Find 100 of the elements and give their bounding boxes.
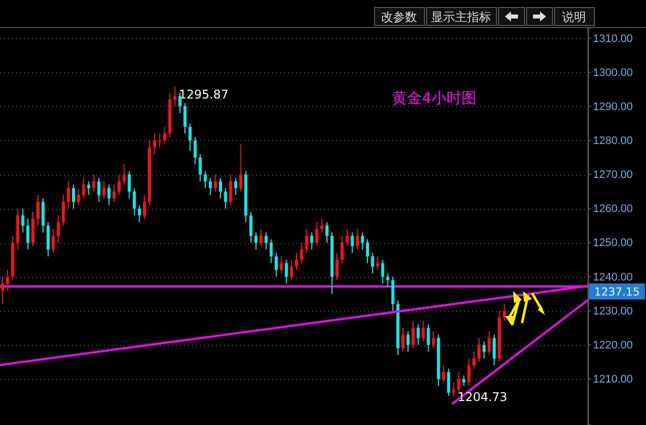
candlestick [457,372,460,394]
candlestick [270,238,273,264]
candlestick [21,208,24,233]
candlestick [412,320,415,349]
candlestick [142,194,146,220]
candlestick [260,228,263,247]
candlestick [305,228,308,254]
candlestick [426,324,430,352]
candlestick [376,256,380,270]
candlestick [467,358,470,386]
candlestick [31,212,34,247]
candlestick [138,204,141,223]
candlestick [26,218,30,250]
candlestick [66,180,70,210]
candlestick [132,188,136,216]
candlestick [249,212,252,244]
candlestick [97,177,100,202]
candlestick [128,170,131,199]
candlestick [6,269,10,291]
candlestick [36,194,40,226]
candlestick [56,214,60,244]
candlestick [336,252,339,281]
candlestick [52,228,55,254]
y-tick-label: 1220.00 [593,339,633,352]
y-tick-label: 1250.00 [593,237,633,250]
candlestick [315,222,318,247]
text: 黄金4小时图 [392,89,477,107]
ref-line-label: 1237.15 [594,285,640,298]
candlestick [502,304,506,322]
text: 改参数 [381,10,417,24]
candlestick [482,341,486,360]
candlestick [391,276,394,312]
y-tick-label: 1270.00 [593,169,633,182]
candlestick [239,143,242,192]
candlestick [122,164,126,186]
y-tick-label: 1310.00 [593,32,633,45]
candlestick [204,170,207,189]
candlestick [274,252,278,278]
y-tick-label: 1230.00 [593,305,633,318]
y-tick-label: 1260.00 [593,203,633,216]
candlestick [234,177,238,196]
candlestick [320,218,324,233]
candlestick [280,256,283,274]
candlestick [118,174,121,196]
text: 说明 [562,10,586,24]
candlestick [158,133,162,148]
candlestick [173,86,176,107]
y-tick-label: 1210.00 [593,374,633,386]
candlestick [366,238,369,264]
candlestick [350,232,354,254]
y-tick-label: 1240.00 [593,271,633,284]
candlestick [208,177,212,196]
candlestick [107,184,110,206]
candlestick [102,180,106,199]
candlestick [188,122,192,152]
candlestick [284,259,288,284]
candlestick [295,252,298,270]
y-tick-label: 1280.00 [593,134,633,147]
candlestick [442,364,446,383]
candlestick [290,259,293,281]
candlestick [432,330,435,349]
candlestick [224,188,228,210]
candlestick [112,184,116,202]
candlestick [62,194,65,226]
candlestick [472,351,476,370]
candlestick [214,174,217,192]
candlestick [198,154,202,182]
candlestick [194,136,197,165]
candlestick [406,330,410,352]
candlestick [310,232,314,250]
candlestick [492,334,496,366]
candlestick [72,184,75,210]
candlestick [300,242,304,264]
candlestick [254,232,258,250]
candlestick [46,222,50,257]
candlestick [229,174,232,206]
candlestick [219,177,222,199]
candlestick [92,174,96,192]
candlestick [447,368,450,397]
candlestick [153,133,156,155]
candlestick [488,330,491,356]
candlestick [371,252,374,274]
y-tick-label: 1300.00 [593,66,633,79]
candlestick [340,235,344,264]
candlestick [462,375,466,386]
annotation: 1295.87 [178,87,229,102]
candlestick [346,228,349,247]
candlestick [77,188,80,206]
annotation: 1204.73 [458,390,508,404]
candlestick [360,232,364,250]
candlestick [264,232,268,250]
candlestick [422,320,425,342]
candlestick [478,338,481,362]
candlestick [356,228,359,250]
candlestick [178,92,182,114]
text: 显示主指标 [431,10,491,24]
candlestick [82,177,86,199]
candlestick [381,259,384,284]
candlestick [325,222,328,244]
candlestick [163,126,166,144]
